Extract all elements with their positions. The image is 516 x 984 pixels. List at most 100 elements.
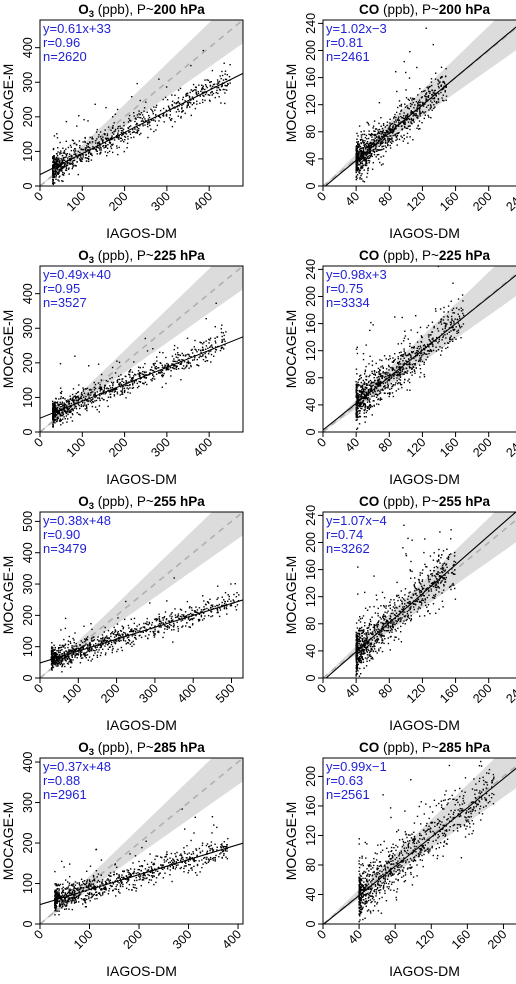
scatter-point [170,119,172,122]
scatter-point [158,631,160,634]
scatter-point [155,365,157,368]
scatter-point [81,657,84,659]
scatter-point [355,391,357,393]
scatter-point [418,359,420,361]
scatter-point [189,618,192,621]
scatter-point [117,378,119,381]
scatter-point [372,148,374,151]
scatter-point [52,649,55,651]
scatter-point [197,364,199,366]
scatter-point [57,166,59,168]
scatter-point [216,89,218,92]
scatter-point [87,149,89,151]
scatter-point [141,114,144,116]
x-tick-label: 240 [503,435,516,460]
scatter-point [53,155,55,157]
scatter-point [397,374,400,376]
scatter-point [429,92,431,94]
scatter-point [100,641,103,643]
scatter-point [413,107,415,109]
scatter-point [400,103,403,106]
scatter-point [198,84,200,86]
scatter-point [131,630,133,633]
scatter-point [357,397,359,399]
scatter-point [134,128,136,130]
scatter-point [226,74,228,76]
scatter-point [67,646,69,649]
scatter-point [454,598,457,600]
scatter-point [184,355,187,357]
scatter-point [374,391,376,393]
scatter-point [75,396,78,399]
scatter-point [198,356,200,359]
scatter-point [131,645,133,647]
scatter-point [50,660,53,663]
scatter-point [118,378,121,381]
scatter-point [188,616,190,619]
scatter-point [404,378,406,381]
scatter-point [53,135,56,137]
scatter-point [95,142,97,144]
title-species: CO [359,2,379,17]
scatter-point [67,146,70,149]
scatter-point [79,397,82,399]
scatter-point [151,624,153,626]
scatter-point [219,349,222,352]
scatter-point [200,614,203,616]
scatter-point [355,416,357,418]
scatter-point [118,384,121,386]
scatter-point [369,393,372,395]
scatter-point [210,607,212,609]
scatter-point [53,173,55,175]
scatter-point [393,117,395,119]
scatter-point [370,144,373,146]
scatter-point [433,100,436,102]
x-tick-label: 0 [314,189,329,204]
scatter-point [119,634,121,637]
scatter-point [391,392,394,394]
scatter-point [59,160,61,162]
scatter-point [138,380,140,383]
scatter-point [138,623,140,626]
scatter-point [400,363,402,365]
scatter-point [227,594,229,596]
scatter-point [357,146,360,149]
scatter-point [92,644,95,646]
scatter-point [373,648,376,650]
scatter-point [57,404,59,406]
scatter-point [211,604,214,606]
scatter-point [364,382,366,385]
scatter-point [201,619,204,621]
scatter-point [417,345,420,348]
scatter-point [166,99,169,101]
scatter-point [137,366,140,368]
scatter-point [68,403,70,405]
scatter-point [430,100,432,102]
scatter-point [426,86,428,88]
scatter-point [52,168,54,171]
scatter-point [355,178,357,181]
scatter-point [407,380,409,382]
scatter-point [56,665,58,667]
scatter-point [410,620,412,622]
scatter-point [383,135,385,137]
scatter-point [131,628,133,630]
scatter-point [368,130,370,132]
scatter-point [67,401,70,403]
scatter-point [63,657,65,660]
scatter-point [89,142,91,144]
scatter-point [154,630,156,632]
scatter-point [133,112,135,114]
scatter-point [54,412,57,415]
scatter-point [85,639,87,641]
scatter-point [224,600,226,603]
scatter-point [194,611,196,613]
scatter-point [444,75,447,77]
scatter-point [126,387,128,389]
scatter-point [129,643,131,645]
scatter-point [114,372,117,374]
scatter-point [426,566,428,568]
title-species: CO [359,248,379,263]
scatter-point [102,643,104,646]
scatter-point [386,373,388,375]
